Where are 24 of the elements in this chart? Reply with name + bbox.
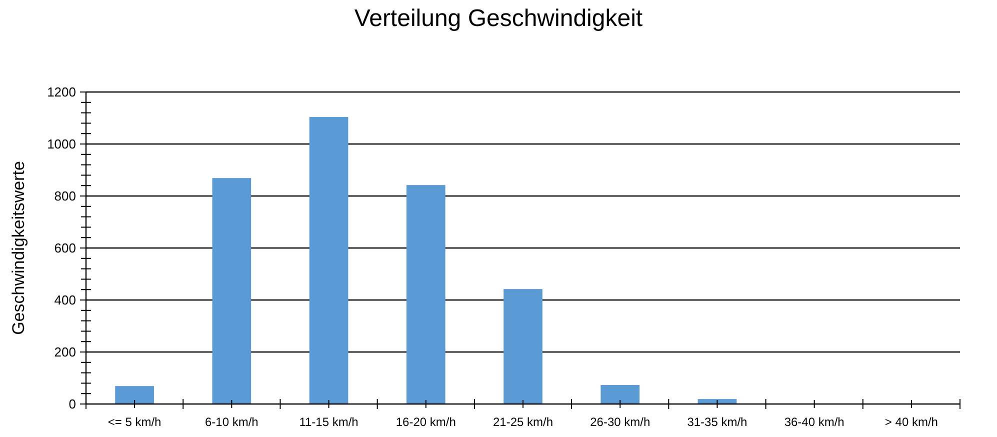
x-tick-label: > 40 km/h bbox=[884, 415, 938, 429]
y-tick-label: 0 bbox=[68, 396, 76, 412]
x-tick-label: <= 5 km/h bbox=[108, 415, 162, 429]
y-tick-label: 1000 bbox=[47, 136, 76, 152]
x-tick-label: 26-30 km/h bbox=[590, 415, 650, 429]
y-tick-label: 1200 bbox=[47, 84, 76, 100]
bar bbox=[406, 185, 446, 404]
bar bbox=[504, 289, 542, 404]
x-tick-label: 16-20 km/h bbox=[396, 415, 456, 429]
chart-title: Verteilung Geschwindigkeit bbox=[354, 5, 643, 32]
y-tick-label: 600 bbox=[54, 240, 76, 256]
bar bbox=[600, 385, 640, 404]
y-tick-label: 800 bbox=[54, 188, 76, 204]
x-tick-label: 6-10 km/h bbox=[204, 415, 258, 429]
y-tick-label: 200 bbox=[54, 344, 76, 360]
bar bbox=[115, 386, 154, 404]
x-tick-label: 31-35 km/h bbox=[687, 415, 748, 429]
bar bbox=[212, 178, 252, 404]
x-tick-label: 21-25 km/h bbox=[492, 415, 554, 429]
y-tick-label: 400 bbox=[54, 292, 76, 308]
x-tick-label: 36-40 km/h bbox=[784, 415, 844, 429]
bar bbox=[309, 116, 348, 404]
x-tick-label: 11-15 km/h bbox=[299, 415, 358, 429]
y-axis-title: Geschwindigkeitswerte bbox=[9, 161, 28, 335]
